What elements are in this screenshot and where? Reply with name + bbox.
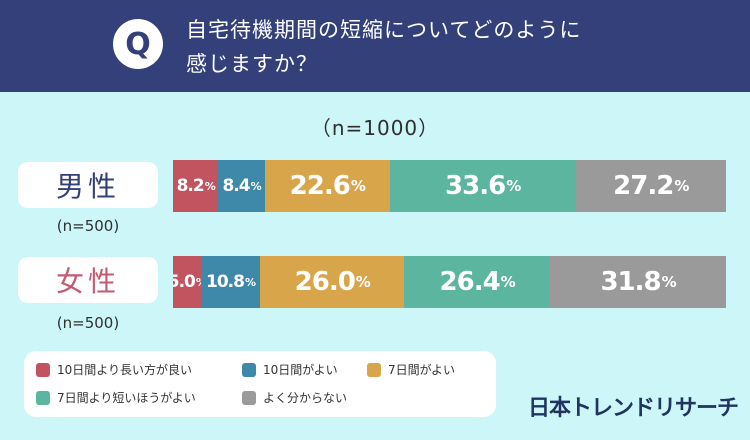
legend-swatch	[242, 390, 256, 405]
segment-value: 5.0	[173, 272, 196, 292]
bar-segment: 8.4%	[218, 160, 265, 212]
segment-percent-sign: %	[661, 273, 677, 291]
legend-label: 10日間がよい	[263, 363, 338, 377]
question-line-1: 自宅待機期間の短縮についてどのように	[186, 18, 582, 42]
segment-value: 26.0	[294, 267, 356, 297]
segment-percent-sign: %	[204, 179, 216, 193]
bar-segment: 5.0%	[173, 256, 201, 308]
segment-value: 33.6	[445, 171, 506, 201]
bar-segment: 8.2%	[173, 160, 219, 212]
legend-item: 7日間がよい	[367, 361, 455, 378]
legend-item: 10日間がよい	[242, 361, 338, 378]
legend-swatch	[36, 362, 50, 377]
bar-row-male: 8.2% 8.4% 22.6% 33.6% 27.2%	[173, 160, 726, 212]
sample-size-male: (n=500)	[56, 217, 120, 235]
segment-value: 8.4	[222, 176, 250, 196]
sample-size-female: (n=500)	[56, 314, 120, 332]
question-header: Q 自宅待機期間の短縮についてどのように 感じますか？	[0, 0, 750, 92]
legend-swatch	[242, 362, 256, 377]
segment-value: 26.4	[439, 267, 501, 297]
row-label-male: 男性	[18, 162, 158, 208]
legend-item: よく分からない	[242, 389, 347, 406]
segment-percent-sign: %	[355, 273, 371, 291]
row-label-female: 女性	[18, 257, 158, 303]
legend-label: 10日間より長い方が良い	[57, 363, 193, 377]
segment-percent-sign: %	[500, 273, 516, 291]
legend-swatch	[367, 362, 381, 377]
bar-segment: 10.8%	[200, 256, 261, 308]
segment-value: 22.6	[289, 171, 351, 201]
segment-percent-sign: %	[250, 179, 262, 193]
segment-value: 8.2	[176, 176, 205, 196]
segment-percent-sign: %	[350, 177, 366, 195]
legend: 10日間より長い方が良い 10日間がよい 7日間がよい 7日間より短いほうがよい…	[24, 351, 496, 417]
brand-logo: 日本トレンドリサーチ	[528, 396, 739, 421]
bar-segment: 26.0%	[260, 256, 405, 308]
legend-label: 7日間がよい	[388, 363, 456, 377]
segment-value: 10.8	[206, 272, 245, 292]
bar-segment: 31.8%	[550, 256, 726, 308]
bar-segment: 27.2%	[575, 160, 726, 212]
segment-percent-sign: %	[244, 275, 256, 289]
legend-label: よく分からない	[263, 391, 348, 405]
bar-segment: 26.4%	[404, 256, 551, 308]
total-sample-size: （n=1000）	[310, 116, 440, 140]
segment-percent-sign: %	[506, 177, 521, 195]
legend-item: 7日間より短いほうがよい	[36, 389, 196, 406]
question-text: 自宅待機期間の短縮についてどのように 感じますか？	[186, 13, 706, 81]
legend-swatch	[36, 390, 50, 405]
question-line-2: 感じますか？	[186, 52, 318, 76]
q-badge: Q	[113, 19, 163, 69]
segment-percent-sign: %	[674, 177, 689, 195]
bar-segment: 22.6%	[264, 160, 390, 212]
legend-item: 10日間より長い方が良い	[36, 361, 192, 378]
segment-percent-sign: %	[196, 276, 201, 289]
bar-segment: 33.6%	[389, 160, 576, 212]
segment-value: 31.8	[600, 267, 661, 297]
bar-row-female: 5.0%10.8%26.0%26.4%31.8%	[173, 256, 726, 308]
legend-label: 7日間より短いほうがよい	[57, 391, 196, 405]
segment-value: 27.2	[613, 171, 674, 201]
